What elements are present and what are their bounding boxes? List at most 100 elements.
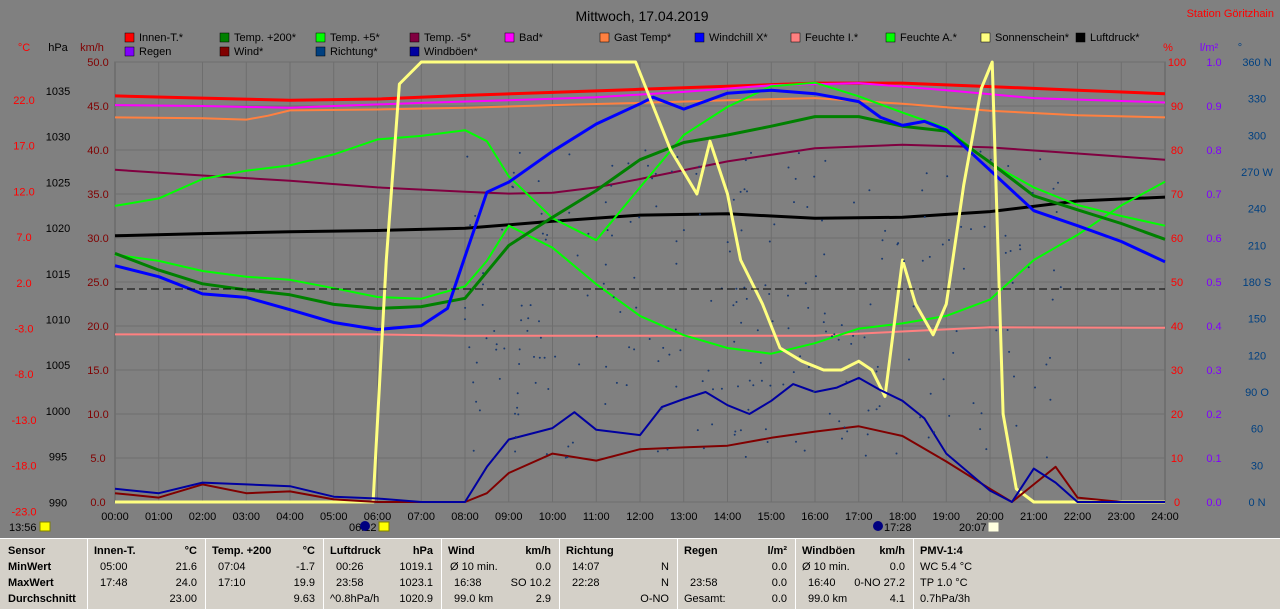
stats-col-boeen: Windböen km/h Ø 10 min. 0.0 16:40 0-NO 2… (796, 539, 914, 609)
y-tick-kmh: 50.0 (87, 57, 108, 69)
series-line (114, 376, 1165, 503)
direction-point (604, 403, 607, 405)
luftdruck-unit: hPa (412, 545, 433, 557)
direction-point (712, 388, 714, 391)
direction-point (804, 282, 807, 285)
y-tick-deg: 360 N (1242, 57, 1271, 69)
y-tick-kmh: 40.0 (87, 145, 108, 157)
legend-item: Temp. +5* (315, 32, 381, 44)
direction-point (750, 151, 752, 154)
direction-point (970, 228, 972, 231)
y-tick-deg: 120 (1248, 350, 1266, 362)
direction-point (884, 229, 887, 232)
luftdruck-max-val: 1023.1 (399, 577, 433, 589)
direction-point (474, 214, 477, 217)
direction-point (547, 388, 550, 390)
luftdruck-min-val: 1019.1 (399, 561, 433, 573)
luftdruck-trend: ^0.8hPa/h (330, 593, 380, 605)
y-tick-hpa: 1005 (46, 360, 70, 372)
y-tick-hpa: 1035 (46, 86, 70, 98)
direction-point (928, 255, 931, 258)
regen-total-val: 0.0 (771, 593, 787, 605)
x-tick-label: 14:00 (714, 511, 742, 523)
direction-point (925, 172, 928, 175)
direction-point (633, 276, 636, 279)
x-tick-label: 24:00 (1151, 511, 1179, 523)
x-tick-label: 03:00 (232, 511, 260, 523)
legend-swatch (790, 32, 801, 43)
x-tick-label: 12:00 (626, 511, 654, 523)
direction-point (1019, 248, 1022, 251)
y-tick-percent: 90 (1171, 101, 1183, 113)
direction-point (737, 385, 739, 388)
direction-point (606, 229, 609, 232)
temp200-min-time: 07:04 (218, 561, 246, 573)
y-tick-lm2: 0.1 (1206, 453, 1221, 465)
direction-point (822, 321, 825, 324)
luftdruck-avg-val: 1020.9 (399, 593, 433, 605)
direction-point (527, 317, 530, 320)
direction-point (679, 349, 682, 352)
direction-point (657, 360, 660, 363)
direction-point (850, 342, 853, 345)
sun-marker-icon (39, 521, 51, 532)
direction-point (533, 355, 535, 358)
y-tick-lm2: 0.6 (1206, 233, 1221, 245)
direction-point (482, 283, 484, 286)
direction-point (1013, 375, 1015, 378)
direction-point (512, 171, 515, 174)
y-tick-celsius: 7.0 (16, 232, 31, 244)
direction-point (539, 336, 542, 339)
y-tick-lm2: 0.8 (1206, 145, 1221, 157)
y-tick-kmh: 0.0 (90, 497, 105, 509)
legend-item: Regen (124, 46, 171, 58)
legend-swatch (599, 32, 610, 43)
legend-label: Gast Temp* (614, 32, 672, 44)
direction-point (541, 232, 544, 235)
direction-point (520, 304, 523, 307)
innen-min-val: 21.6 (175, 561, 197, 573)
direction-point (766, 441, 769, 443)
x-tick-label: 00:00 (101, 511, 129, 523)
direction-point (933, 431, 936, 434)
wind-avg-val: 2.9 (535, 593, 551, 605)
series-line (114, 88, 1166, 331)
direction-point (545, 453, 548, 456)
y-tick-deg: 240 (1248, 204, 1266, 216)
direction-point (955, 330, 958, 333)
legend-label: Feuchte A.* (900, 32, 958, 44)
direction-point (787, 327, 790, 330)
legend-item: Feuchte I.* (790, 32, 859, 44)
direction-point (707, 369, 710, 372)
direction-point (868, 189, 871, 192)
direction-point (514, 435, 517, 438)
y-tick-percent: 100 (1168, 57, 1186, 69)
direction-point (908, 358, 910, 361)
direction-point (876, 365, 879, 368)
stats-col-richtung: Richtung 14:07 N 22:28 N O-NO (560, 539, 678, 609)
y-tick-deg: 300 (1248, 130, 1266, 142)
direction-point (514, 412, 516, 415)
direction-point (674, 328, 677, 331)
row-label-max: MaxWert (8, 577, 54, 589)
legend-label: Temp. -5* (424, 32, 472, 44)
direction-point (896, 243, 899, 246)
direction-point (853, 201, 855, 204)
direction-point (867, 409, 870, 412)
x-tick-label: 23:00 (1107, 511, 1135, 523)
direction-point (516, 406, 519, 409)
x-tick-label: 10:00 (539, 511, 567, 523)
direction-point (875, 370, 878, 373)
direction-point (595, 335, 598, 338)
direction-point (828, 412, 831, 415)
direction-point (666, 448, 669, 451)
direction-point (605, 365, 608, 368)
time-marker-4: 20:07 (959, 521, 1000, 534)
direction-point (769, 384, 772, 387)
legend-label: Windböen* (424, 46, 479, 58)
legend-swatch (694, 32, 705, 43)
direction-point (587, 232, 590, 235)
direction-point (768, 293, 771, 295)
direction-point (540, 212, 543, 215)
series-line (114, 195, 1166, 238)
